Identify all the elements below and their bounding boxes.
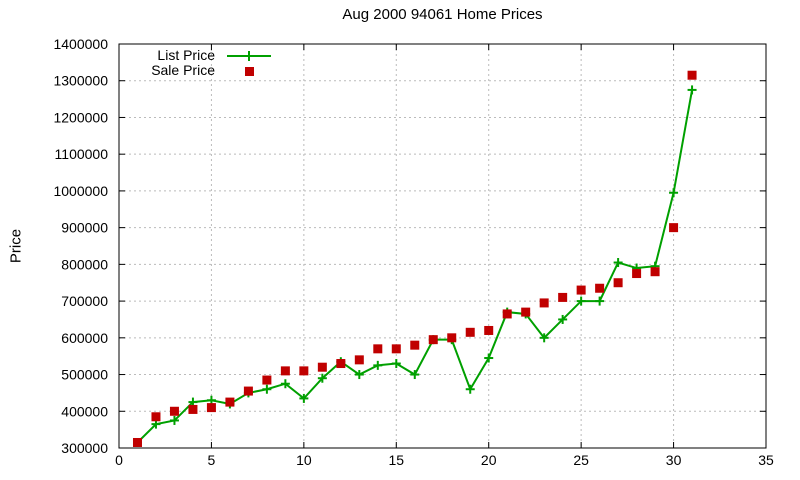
svg-text:800000: 800000: [61, 256, 108, 272]
legend-label-sale-price: Sale Price: [151, 62, 215, 78]
svg-text:35: 35: [758, 452, 774, 468]
svg-text:1200000: 1200000: [53, 109, 108, 125]
legend-item-sale-price: Sale Price: [123, 63, 275, 78]
svg-text:30: 30: [666, 452, 682, 468]
svg-text:10: 10: [296, 452, 312, 468]
svg-text:0: 0: [115, 452, 123, 468]
legend: List Price Sale Price: [123, 48, 275, 78]
svg-text:5: 5: [208, 452, 216, 468]
svg-text:20: 20: [481, 452, 497, 468]
svg-text:600000: 600000: [61, 330, 108, 346]
svg-text:1400000: 1400000: [53, 36, 108, 52]
y-axis-label: Price: [7, 228, 25, 264]
svg-text:700000: 700000: [61, 293, 108, 309]
legend-item-list-price: List Price: [123, 48, 275, 63]
svg-text:25: 25: [573, 452, 589, 468]
svg-text:300000: 300000: [61, 440, 108, 456]
svg-text:500000: 500000: [61, 367, 108, 383]
square-marker-icon: [223, 65, 275, 77]
line-cross-icon: [223, 50, 275, 62]
svg-text:1000000: 1000000: [53, 183, 108, 199]
svg-text:400000: 400000: [61, 403, 108, 419]
svg-text:15: 15: [388, 452, 404, 468]
chart-title: Aug 2000 94061 Home Prices: [342, 6, 543, 23]
svg-text:900000: 900000: [61, 220, 108, 236]
svg-text:1300000: 1300000: [53, 73, 108, 89]
legend-label-list-price: List Price: [157, 47, 215, 63]
svg-text:1100000: 1100000: [55, 146, 109, 162]
